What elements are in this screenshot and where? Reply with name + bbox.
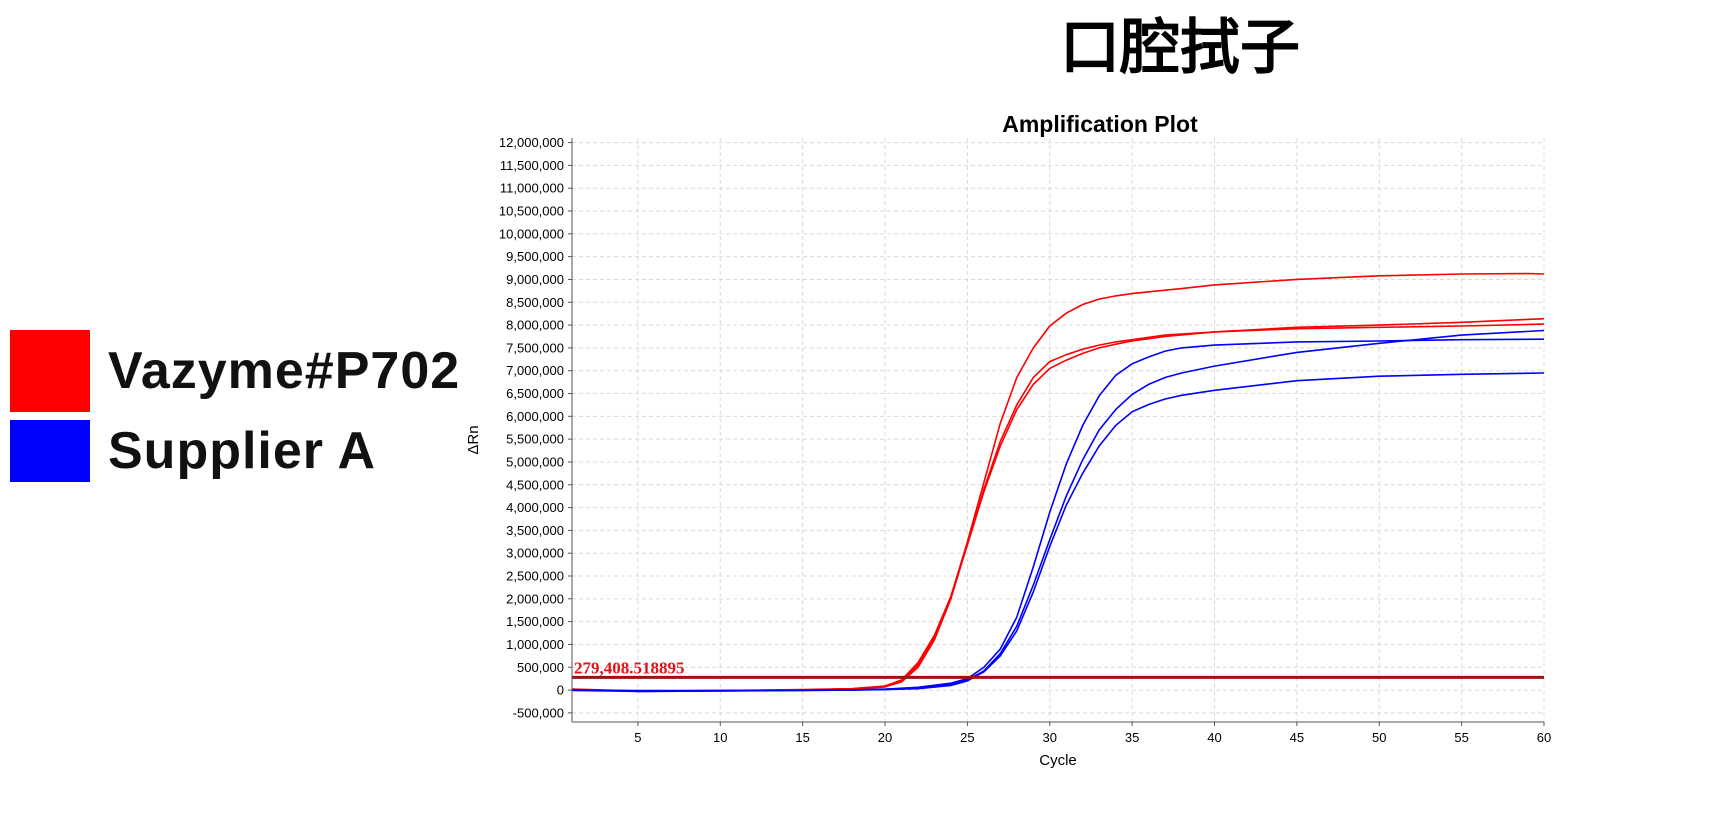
grid: [572, 138, 1545, 722]
y-tick-label: 6,000,000: [506, 409, 564, 424]
y-tick-label: 500,000: [517, 660, 564, 675]
x-tick-label: 45: [1290, 730, 1304, 745]
legend-label-vazyme: Vazyme#P702: [108, 342, 461, 400]
y-tick-label: 5,500,000: [506, 432, 564, 447]
y-tick-label: 2,000,000: [506, 591, 564, 606]
y-tick-label: 7,500,000: [506, 340, 564, 355]
y-tick-label: 3,000,000: [506, 546, 564, 561]
legend-item-supplier-a: Supplier A: [10, 410, 376, 492]
y-tick-label: 4,000,000: [506, 500, 564, 515]
x-tick-label: 30: [1043, 730, 1057, 745]
series-line-4: [571, 338, 1545, 692]
amplification-plot-chart: Amplification Plot 279,408.518895 -500,0…: [465, 111, 1551, 769]
x-tick-label: 5: [634, 730, 641, 745]
y-tick-label: -500,000: [513, 705, 564, 720]
legend-item-vazyme: Vazyme#P702: [10, 330, 460, 412]
legend-label-supplier-a: Supplier A: [108, 422, 377, 480]
axes: -500,000 0 500,000 1,000,000 1,500,000 2,000,…: [499, 135, 1551, 745]
y-tick-label: 1,000,000: [506, 637, 564, 652]
x-tick-label: 35: [1125, 730, 1139, 745]
x-tick-label: 20: [878, 730, 892, 745]
y-axis-label: ΔRn: [465, 425, 482, 454]
y-tick-label: 2,500,000: [506, 569, 564, 584]
threshold-label: 279,408.518895: [574, 658, 685, 677]
y-tick-label: 10,500,000: [499, 204, 564, 219]
x-tick-label: 25: [960, 730, 974, 745]
series-line-5: [571, 329, 1545, 693]
y-tick-label: 12,000,000: [499, 135, 564, 150]
x-tick-label: 40: [1207, 730, 1221, 745]
x-axis-label: Cycle: [1039, 752, 1077, 769]
plot-area: 279,408.518895: [571, 272, 1545, 693]
chart-title: Amplification Plot: [1002, 111, 1198, 137]
series-line-2: [571, 317, 1545, 693]
y-tick-label: 11,500,000: [500, 158, 564, 173]
series-line-6: [571, 372, 1545, 692]
y-tick-label: 11,000,000: [500, 181, 564, 196]
legend-swatch-red: [10, 330, 90, 412]
y-tick-label: 3,500,000: [506, 523, 564, 538]
series-line-1: [571, 272, 1545, 692]
page-title: 口腔拭子: [1060, 13, 1300, 83]
x-tick-label: 10: [713, 730, 727, 745]
y-tick-label: 5,000,000: [506, 454, 564, 469]
x-tick-label: 50: [1372, 730, 1386, 745]
y-tick-label: 8,000,000: [506, 318, 564, 333]
x-tick-label: 60: [1537, 730, 1551, 745]
series-line-3: [571, 323, 1545, 692]
y-tick-label: 4,500,000: [506, 477, 564, 492]
legend-swatch-blue: [10, 420, 90, 482]
y-tick-label: 9,500,000: [506, 249, 564, 264]
x-tick-label: 55: [1454, 730, 1468, 745]
y-tick-label: 9,000,000: [506, 272, 564, 287]
x-tick-label: 15: [795, 730, 809, 745]
y-tick-label: 10,000,000: [499, 226, 564, 241]
y-tick-label: 8,500,000: [506, 295, 564, 310]
y-tick-label: 0: [557, 683, 564, 698]
y-tick-label: 1,500,000: [506, 614, 564, 629]
y-tick-label: 6,500,000: [506, 386, 564, 401]
y-tick-label: 7,000,000: [506, 363, 564, 378]
